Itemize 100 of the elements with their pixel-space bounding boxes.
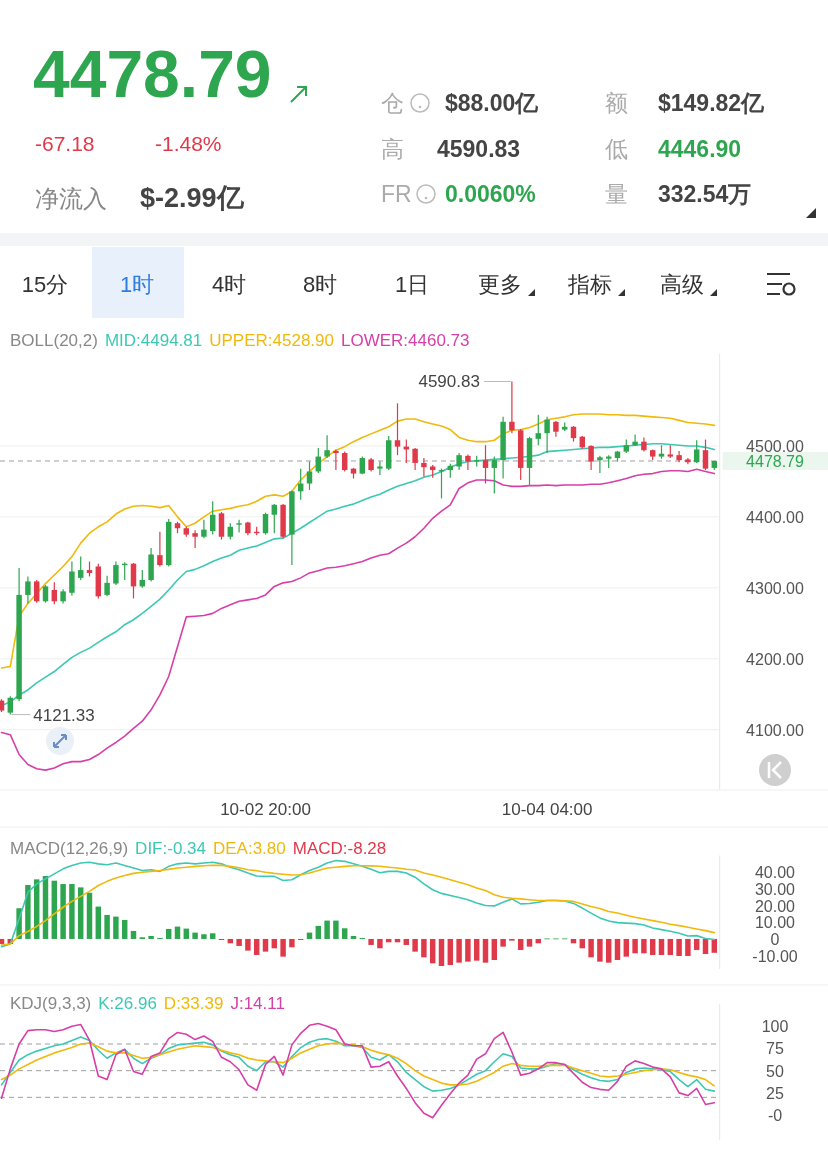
text: $149.82亿	[658, 90, 766, 116]
bar	[201, 934, 207, 939]
candlestick	[394, 402, 401, 456]
bar	[500, 938, 506, 947]
bar	[148, 935, 154, 939]
y-tick-label: 50	[766, 1062, 784, 1080]
text: 高	[381, 136, 404, 162]
line-series	[0, 1036, 716, 1092]
text: 指标	[567, 272, 612, 297]
text: 1日	[394, 272, 430, 297]
bar	[447, 938, 454, 965]
candlestick	[509, 380, 515, 434]
bar	[438, 938, 445, 966]
candlestick	[632, 433, 638, 447]
bar	[605, 938, 612, 963]
y-tick-label: 10.00	[754, 914, 796, 932]
bar	[667, 938, 674, 955]
bar	[333, 920, 339, 939]
text: MACD:-8.28	[292, 839, 387, 858]
text: 1时	[119, 272, 155, 297]
text: 4时	[211, 272, 247, 297]
candlestick	[77, 556, 84, 581]
bar	[315, 925, 322, 939]
y-tick-label: 25	[766, 1084, 784, 1102]
bar	[262, 938, 269, 952]
candlestick	[113, 560, 119, 586]
text: FR	[381, 181, 412, 207]
text: -1.48%	[155, 132, 222, 155]
bar	[632, 938, 638, 954]
candlestick	[412, 447, 418, 471]
bar	[350, 935, 357, 939]
bar	[0, 938, 5, 944]
candlestick	[104, 575, 110, 597]
candlestick	[25, 575, 31, 605]
text: 4590.83	[437, 136, 521, 162]
candlestick	[262, 512, 269, 536]
bar	[421, 938, 427, 958]
candlestick	[421, 457, 427, 478]
line-series	[0, 413, 716, 669]
bar	[60, 884, 66, 939]
text: 高级	[660, 272, 704, 297]
candlestick	[588, 444, 594, 471]
bar	[693, 938, 700, 950]
y-tick-label: 4300.00	[746, 579, 805, 597]
bar	[641, 938, 647, 954]
bar	[130, 930, 137, 939]
series-label: K:26.96	[98, 994, 157, 1013]
bar	[676, 938, 682, 956]
line-series	[0, 468, 716, 771]
bar	[192, 932, 198, 939]
candlestick	[69, 560, 75, 597]
y-tick-label: 100	[761, 1018, 789, 1036]
bar	[174, 926, 181, 939]
bar	[649, 938, 656, 955]
bar	[245, 938, 251, 951]
line-series	[0, 1042, 716, 1087]
bar	[482, 938, 489, 963]
bar	[491, 938, 498, 960]
candlestick	[693, 439, 700, 464]
candlestick	[465, 453, 471, 471]
candlestick	[157, 531, 163, 568]
candlestick	[306, 460, 313, 491]
bar	[456, 938, 462, 963]
y-tick-label: 40.00	[754, 864, 796, 882]
bar	[517, 938, 524, 950]
bar	[429, 938, 436, 964]
bar	[702, 938, 709, 954]
bar	[209, 933, 216, 939]
bar	[465, 938, 471, 962]
y-tick-label: -10.00	[752, 947, 798, 965]
x-tick-label: 10-02 20:00	[220, 800, 311, 819]
chart-title: KDJ(9,3,3)	[10, 994, 92, 1013]
bar	[121, 919, 128, 939]
text: 8时	[302, 272, 338, 297]
text: MID:4494.81	[104, 331, 203, 350]
series-label: J:14.11	[230, 994, 285, 1013]
bar	[597, 938, 603, 962]
candlestick	[324, 434, 330, 459]
text: 额	[605, 90, 628, 116]
candlestick	[491, 455, 498, 495]
bar	[324, 920, 330, 939]
candlestick	[271, 503, 278, 534]
candlestick	[482, 444, 489, 485]
series-label: DIF:-0.34	[135, 839, 206, 858]
candlestick	[597, 455, 603, 474]
bar	[685, 938, 691, 956]
bar	[526, 938, 533, 947]
text: D:33.39	[163, 994, 224, 1013]
y-tick-label: 75	[766, 1040, 784, 1058]
text: 332.54万	[658, 181, 752, 207]
text: 4478.79	[33, 37, 272, 111]
candlestick	[236, 519, 242, 534]
candlestick	[544, 416, 550, 454]
bar	[236, 938, 242, 946]
bar	[280, 938, 286, 957]
y-tick-label: 0	[770, 930, 780, 948]
text: UPPER:4528.90	[209, 331, 334, 350]
bar	[658, 938, 665, 955]
text: 量	[605, 181, 628, 207]
series-label: DEA:3.80	[212, 839, 286, 858]
